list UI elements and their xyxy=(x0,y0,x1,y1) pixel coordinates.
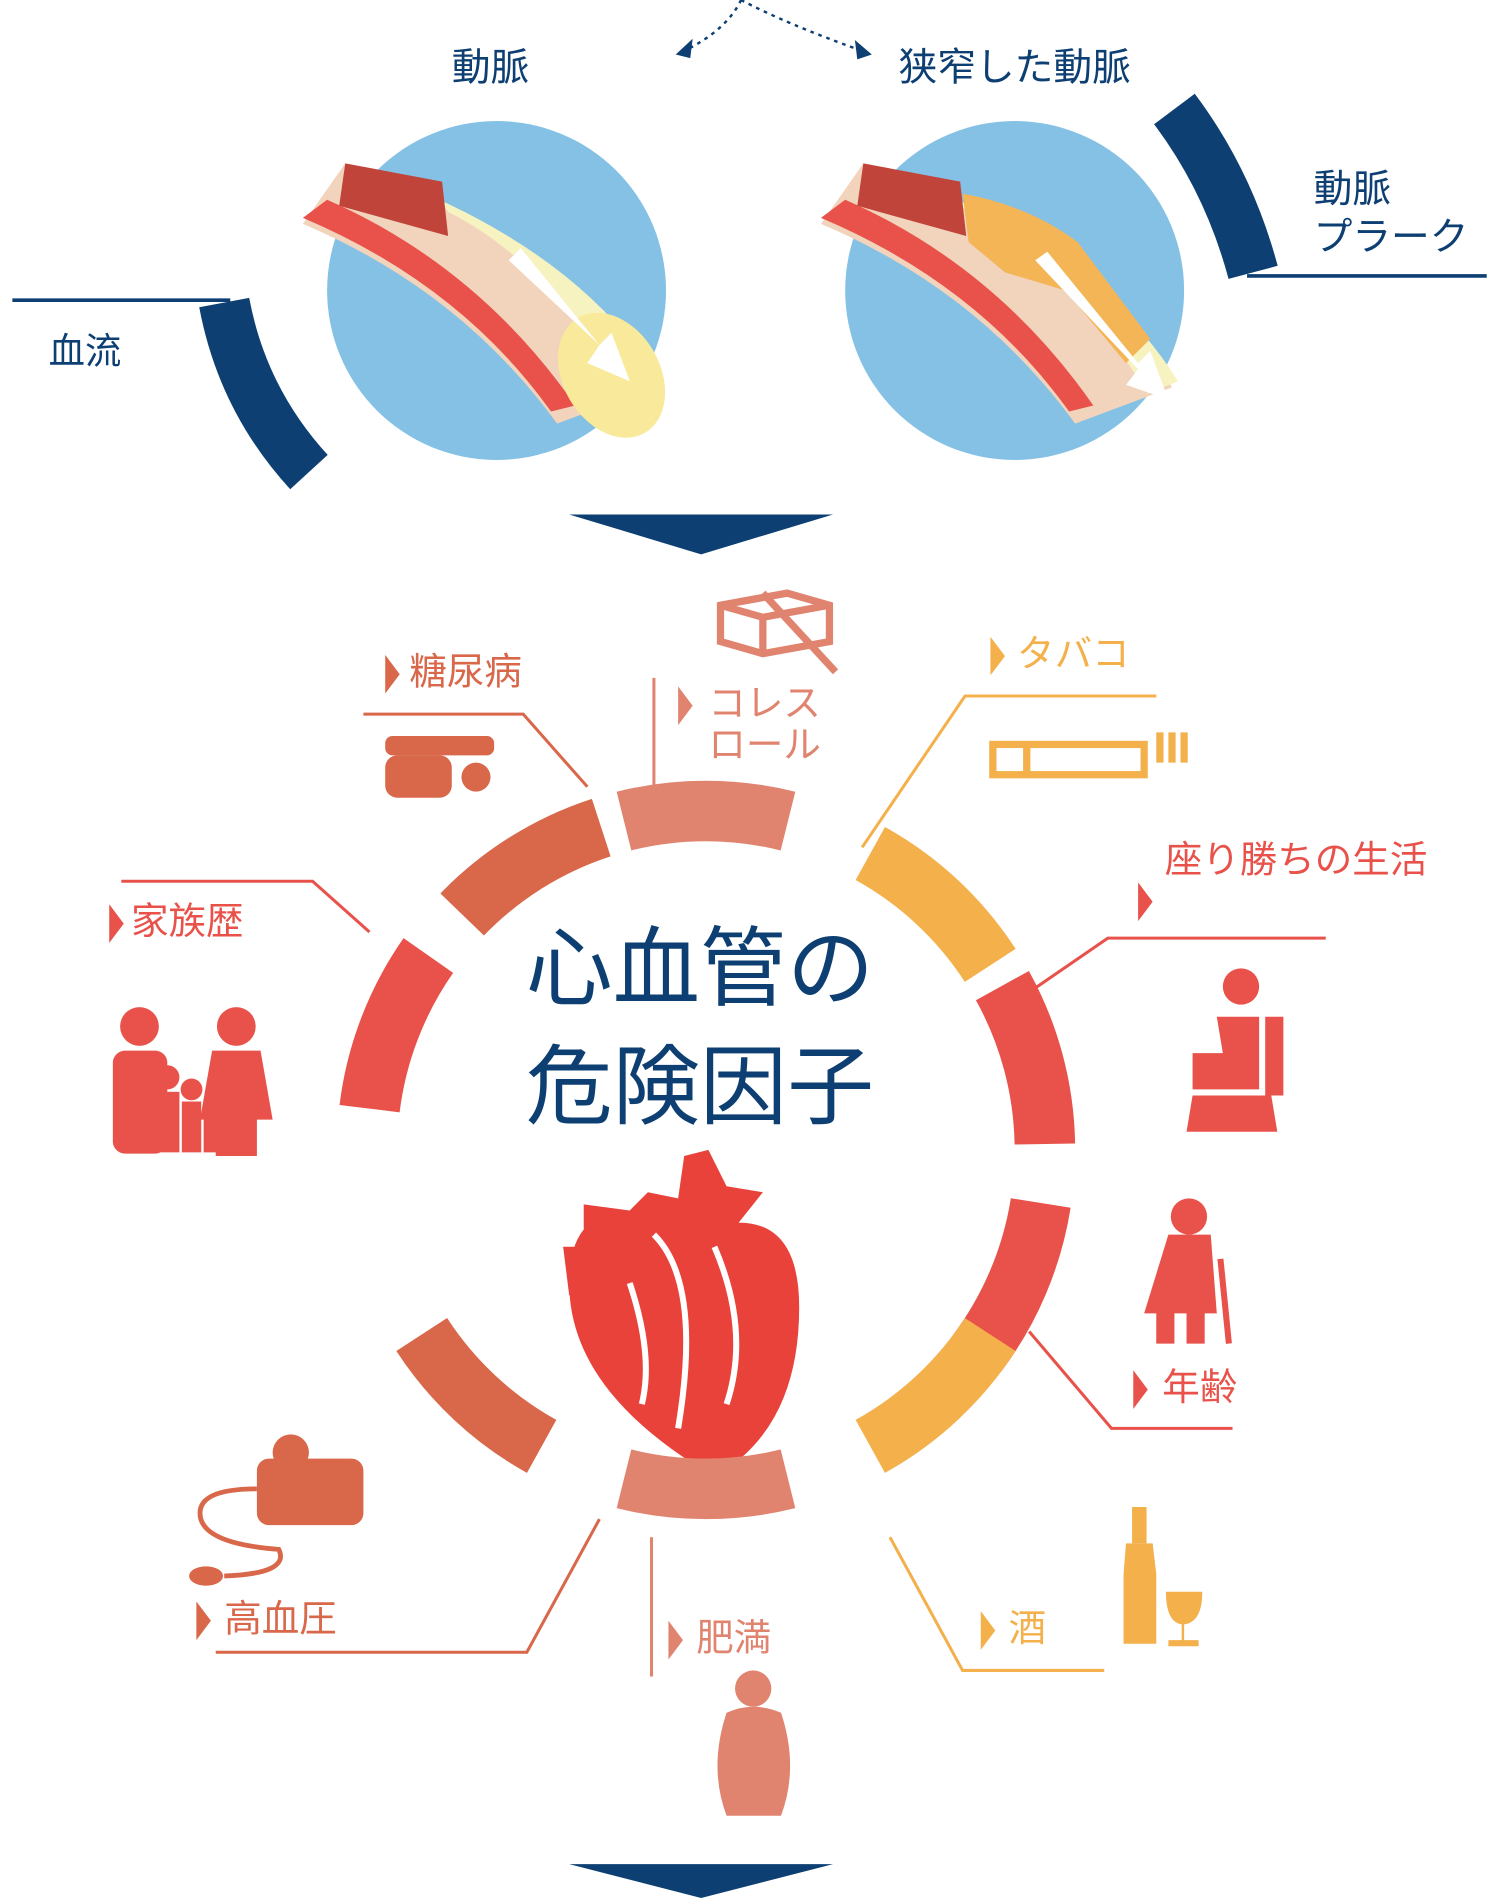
ring-segment xyxy=(975,970,1076,1145)
factor-label: 年齢 xyxy=(1162,1365,1237,1409)
label-marker xyxy=(196,1601,211,1641)
label-marker xyxy=(109,904,124,943)
label-marker xyxy=(1133,1370,1148,1409)
leader-line xyxy=(888,1536,1105,1672)
ring-segment xyxy=(339,938,454,1113)
ring-segment xyxy=(952,1198,1071,1373)
leader-line xyxy=(860,694,1157,849)
factor-label: 糖尿病 xyxy=(409,650,522,694)
factor-label: 肥満 xyxy=(696,1616,771,1660)
ring-segment xyxy=(855,827,1016,982)
label: 動脈 xyxy=(452,46,529,91)
leader-line xyxy=(363,712,589,788)
dotted-arrow xyxy=(683,0,743,52)
dotted-arrow xyxy=(740,0,863,52)
artery xyxy=(302,163,666,438)
leader-line xyxy=(215,1518,601,1654)
title: 危険因子 xyxy=(526,1036,875,1138)
ring-segment xyxy=(396,1318,557,1473)
label-marker xyxy=(990,636,1005,676)
arrow-down xyxy=(569,1864,834,1898)
ring-segment xyxy=(440,798,611,936)
arc xyxy=(199,297,328,490)
title: 心血管の xyxy=(526,917,875,1019)
leader-line xyxy=(1028,1330,1233,1430)
leader-line xyxy=(121,879,371,934)
arrow-head xyxy=(854,39,872,60)
arc xyxy=(1153,93,1278,280)
factor-label: タバコ xyxy=(1017,632,1130,676)
label: 動脈 xyxy=(1314,167,1391,212)
label-marker xyxy=(668,1620,683,1660)
label-marker xyxy=(678,686,693,726)
label: 狭窄した動脈 xyxy=(898,46,1130,91)
factor-label: 酒 xyxy=(1009,1606,1047,1650)
label-marker xyxy=(980,1611,996,1650)
ring-segment xyxy=(616,780,796,851)
factor-label: 家族歴 xyxy=(131,899,244,943)
leader-line xyxy=(1010,936,1326,1006)
label-marker xyxy=(1138,882,1153,922)
label-marker xyxy=(385,654,400,694)
ring-segment xyxy=(855,1318,1016,1473)
ring-segment xyxy=(616,1449,796,1520)
label: プラーク xyxy=(1314,215,1469,260)
heart xyxy=(563,1149,800,1477)
arrow-down xyxy=(569,514,834,555)
factor-label: コレス xyxy=(708,681,821,725)
factor-label: ロール xyxy=(708,722,821,766)
label: 血流 xyxy=(49,329,122,372)
factor-label: 高血圧 xyxy=(224,1596,337,1640)
icons xyxy=(112,589,1284,1816)
narrowed-artery xyxy=(820,163,1179,424)
arrow-head xyxy=(675,38,693,59)
factor-label: 座り勝ちの生活 xyxy=(1165,837,1428,881)
